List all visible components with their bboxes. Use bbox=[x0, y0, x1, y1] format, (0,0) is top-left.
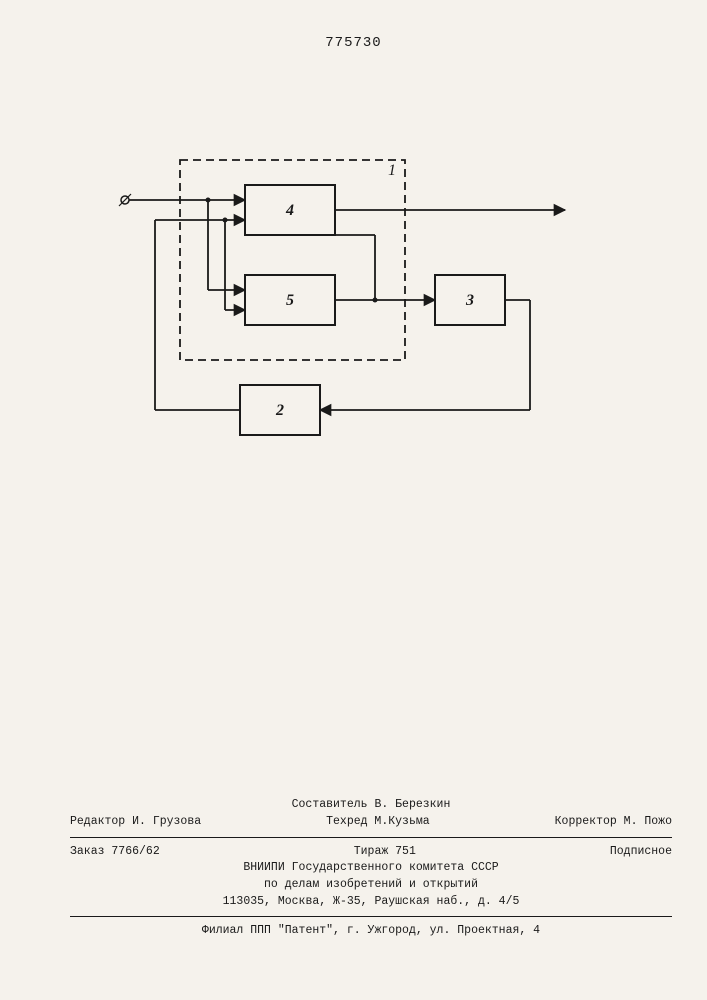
compositor-line: Составитель В. Березкин bbox=[70, 797, 672, 814]
svg-text:1: 1 bbox=[388, 162, 396, 179]
svg-text:5: 5 bbox=[286, 292, 294, 309]
subscription: Подписное bbox=[610, 844, 672, 861]
techred-label: Техред М.Кузьма bbox=[326, 814, 430, 831]
block-diagram: 1 4 5 3 2 bbox=[110, 150, 580, 490]
tirage: Тираж 751 bbox=[354, 844, 416, 861]
svg-text:4: 4 bbox=[285, 202, 294, 219]
footer-imprint: Составитель В. Березкин Редактор И. Груз… bbox=[70, 797, 672, 940]
address-line: 113035, Москва, Ж-35, Раушская наб., д. … bbox=[70, 894, 672, 911]
branch-line: Филиал ППП "Патент", г. Ужгород, ул. Про… bbox=[70, 923, 672, 940]
org-line-2: по делам изобретений и открытий bbox=[70, 877, 672, 894]
page-number: 775730 bbox=[0, 35, 707, 51]
order-row: Заказ 7766/62 Тираж 751 Подписное bbox=[70, 844, 672, 861]
editor-label: Редактор И. Грузова bbox=[70, 814, 201, 831]
org-line-1: ВНИИПИ Государственного комитета СССР bbox=[70, 860, 672, 877]
order-number: Заказ 7766/62 bbox=[70, 844, 160, 861]
svg-text:3: 3 bbox=[465, 292, 474, 309]
divider-2 bbox=[70, 916, 672, 917]
credits-row: Редактор И. Грузова Техред М.Кузьма Корр… bbox=[70, 814, 672, 831]
diagram-svg: 1 4 5 3 2 bbox=[110, 150, 580, 490]
corrector-label: Корректор М. Пожо bbox=[555, 814, 672, 831]
divider bbox=[70, 837, 672, 838]
svg-text:2: 2 bbox=[275, 402, 284, 419]
